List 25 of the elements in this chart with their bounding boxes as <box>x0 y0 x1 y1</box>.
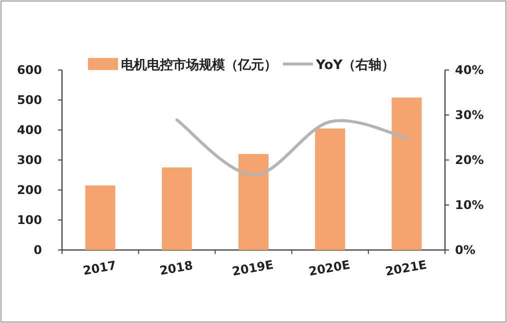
x-tick-label: 2017 <box>82 258 118 278</box>
y-tick-label: 200 <box>16 183 42 197</box>
bar <box>392 98 422 250</box>
y-tick-label: 300 <box>16 153 42 167</box>
y-tick-label: 400 <box>16 123 42 137</box>
y-tick-label: 0 <box>34 243 42 257</box>
line-series <box>175 118 408 176</box>
y2-tick-label: 0% <box>455 243 476 257</box>
x-tick-label: 2020E <box>308 258 352 279</box>
y-tick-label: 500 <box>16 93 42 107</box>
y2-tick-label: 40% <box>455 63 484 77</box>
x-tick-label: 2018 <box>158 258 194 278</box>
y2-tick-label: 20% <box>455 153 484 167</box>
y-tick-label: 600 <box>16 63 42 77</box>
bar <box>238 154 268 250</box>
bar <box>315 128 346 250</box>
legend-label: 电机电控市场规模（亿元） <box>121 57 277 73</box>
x-tick-label: 2021E <box>384 258 428 279</box>
y2-tick-label: 10% <box>455 198 484 212</box>
y2-tick-label: 30% <box>455 108 484 122</box>
bar <box>162 168 192 250</box>
legend-label: YoY（右轴） <box>315 58 395 73</box>
bar <box>85 186 116 250</box>
x-tick-label: 2019E <box>231 258 275 279</box>
y-tick-label: 100 <box>16 213 42 227</box>
